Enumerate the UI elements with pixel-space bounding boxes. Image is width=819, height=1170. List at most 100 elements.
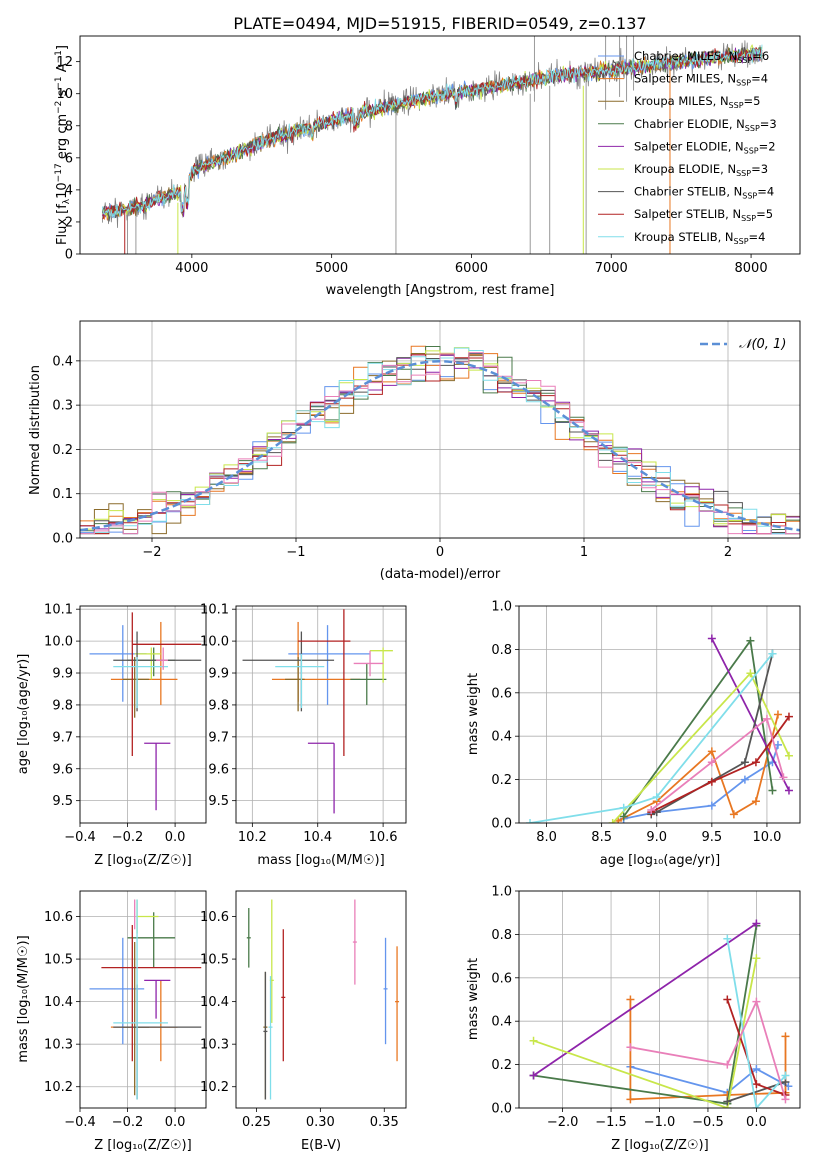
- legend-label-sub: SSP: [729, 101, 744, 110]
- y-tick-label: 0.6: [491, 686, 512, 701]
- weight-point-marker: [608, 819, 617, 823]
- y-tick-label: 9.7: [208, 730, 229, 745]
- weight-point-marker: [752, 954, 761, 963]
- y-tick-label: 9.8: [208, 698, 229, 713]
- x-axis-label: Z [log₁₀(Z/Z☉)]: [94, 1138, 191, 1153]
- panel-age-vs-mass: 10.2 10.4 10.6 9.5 9.6 9.7 9.8 9.9 10.0 10.1 mass …: [200, 603, 407, 868]
- x-tick-label: 10.0: [752, 830, 781, 845]
- y-tick-label: 9.8: [52, 698, 73, 713]
- legend-label-sub: SSP: [742, 192, 757, 201]
- y-tick-label: 0: [65, 248, 73, 263]
- weight-point-marker: [784, 786, 793, 795]
- weight-point-marker: [751, 797, 760, 806]
- weight-point-marker: [626, 995, 635, 1004]
- legend-label-text: Kroupa MILES, N: [634, 94, 729, 108]
- axes-frame: [235, 605, 407, 824]
- weight-point-marker: [647, 805, 656, 814]
- legend-label-value: =4: [751, 72, 768, 86]
- legend-label-value: =3: [760, 117, 777, 131]
- legend-label: Salpeter STELIB, NSSP=5: [634, 207, 773, 223]
- plot-area: [529, 919, 793, 1108]
- y-tick-label: 10.0: [200, 635, 229, 650]
- y-axis-label-sub: λ: [62, 198, 72, 204]
- weight-point-marker: [529, 1036, 538, 1045]
- x-tick-label: 10.2: [238, 830, 267, 845]
- plot-area: [89, 612, 202, 811]
- y-tick-label: 0.0: [491, 1102, 512, 1117]
- weight-point-marker: [729, 810, 738, 819]
- y-tick-label: 9.6: [208, 762, 229, 777]
- x-tick-label: −0.4: [64, 1115, 96, 1130]
- y-tick-label: 0.4: [491, 730, 512, 745]
- legend-label-text: Kroupa STELIB, N: [634, 230, 734, 244]
- plot-area: [242, 609, 393, 814]
- legend-label: Salpeter MILES, NSSP=4: [634, 72, 768, 88]
- y-tick-label: 0.1: [52, 487, 73, 502]
- plot-area: [101, 36, 763, 254]
- x-tick-label: 5000: [315, 261, 348, 276]
- x-axis-label: Z [log₁₀(Z/Z☉)]: [94, 853, 191, 868]
- weight-point-marker: [773, 740, 782, 749]
- x-tick-label: 9.0: [646, 830, 667, 845]
- x-tick-label: −1.0: [644, 1115, 676, 1130]
- legend-label-value: =4: [749, 230, 766, 244]
- legend-label: Kroupa STELIB, NSSP=4: [634, 230, 765, 246]
- x-tick-label: 8.0: [536, 830, 557, 845]
- axes-frame: [79, 605, 207, 824]
- weight-series-line: [726, 938, 787, 1108]
- weight-series-line: [532, 922, 757, 1077]
- y-tick-label: 10: [56, 87, 73, 102]
- x-tick-label: 9.5: [701, 830, 722, 845]
- y-tick-label: 10.4: [200, 995, 229, 1010]
- x-axis-label: age [log₁₀(age/yr)]: [600, 853, 721, 868]
- ticks: 4000 5000 6000 7000 8000 0 2 4 6 8 10 12: [56, 55, 767, 276]
- y-axis-label-part: A: [55, 63, 70, 76]
- x-tick-label: −0.2: [112, 830, 144, 845]
- y-tick-label: 10.3: [44, 1038, 73, 1053]
- legend-label-value: =6: [752, 49, 769, 63]
- x-tick-label: −0.4: [64, 830, 96, 845]
- axes-frame: [235, 890, 407, 1109]
- legend-label-value: =5: [756, 207, 773, 221]
- grid: [79, 891, 206, 1108]
- y-axis-label: mass [log₁₀(M/M☉)]: [16, 935, 31, 1062]
- panel-residuals: −2 −1 0 1 2 0.0 0.1 0.2 0.3 0.4 𝒩(0, 1) (data-model…: [28, 320, 801, 582]
- x-tick-label: 4000: [175, 261, 208, 276]
- legend-label-sub: SSP: [736, 79, 751, 88]
- x-tick-label: 0.0: [165, 1115, 186, 1130]
- legend-label-text: Chabrier MILES, N: [634, 49, 737, 63]
- y-tick-label: 10.4: [44, 995, 73, 1010]
- y-tick-label: 8: [65, 119, 73, 134]
- legend-label: Chabrier ELODIE, NSSP=3: [634, 117, 777, 133]
- legend-label: Chabrier STELIB, NSSP=4: [634, 185, 774, 201]
- x-tick-label: −0.2: [112, 1115, 144, 1130]
- weight-point-marker: [746, 669, 755, 678]
- panel-spectrum: 4000 5000 6000 7000 8000 0 2 4 6 8 10 12 Chabrier MI…: [54, 35, 801, 298]
- y-tick-label: 9.5: [52, 794, 73, 809]
- legend-label: 𝒩(0, 1): [739, 337, 786, 352]
- weight-point-marker: [626, 1043, 635, 1052]
- x-tick-label: −1: [286, 545, 305, 560]
- x-tick-label: 1: [580, 545, 588, 560]
- y-axis-label-sup: −17: [54, 163, 64, 182]
- weight-point-marker: [781, 1071, 790, 1080]
- y-tick-label: 6: [65, 151, 73, 166]
- weight-series-line: [650, 717, 785, 811]
- y-tick-label: 10.2: [200, 1080, 229, 1095]
- legend-label-sub: SSP: [734, 237, 749, 246]
- y-tick-label: 9.9: [208, 667, 229, 682]
- weight-point-marker: [619, 812, 628, 821]
- y-tick-label: 0.8: [491, 928, 512, 943]
- y-tick-label: 12: [56, 55, 73, 70]
- weight-series-line: [630, 999, 787, 1100]
- y-tick-label: 1.0: [491, 885, 512, 900]
- y-tick-label: 0.3: [52, 399, 73, 414]
- weight-point-marker: [784, 751, 793, 760]
- y-axis-label-part: 10: [55, 182, 70, 199]
- legend-label-text: Chabrier STELIB, N: [634, 185, 742, 199]
- grid: [79, 606, 206, 823]
- y-axis-label: Flux [fλ10−17 erg cm−2 s−1 A−1]: [54, 45, 72, 245]
- y-tick-label: 1.0: [491, 600, 512, 615]
- weight-series-line: [622, 638, 774, 818]
